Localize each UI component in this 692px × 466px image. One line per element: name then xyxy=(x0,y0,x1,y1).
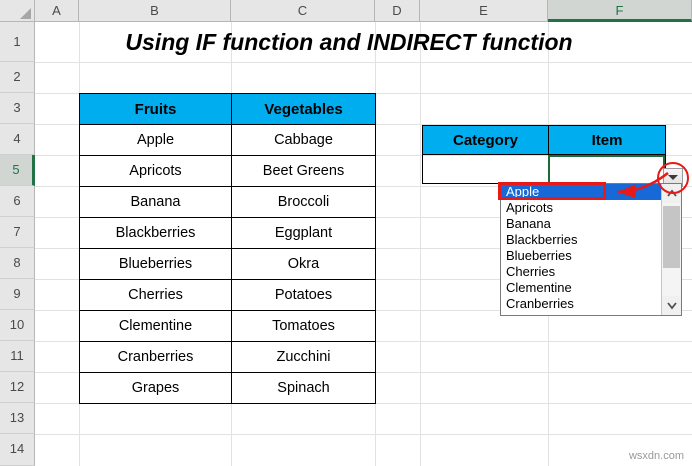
cell-fruit[interactable]: Apricots xyxy=(79,155,232,187)
select-all-triangle-icon xyxy=(20,8,31,19)
table-row[interactable]: Apricots Beet Greens xyxy=(79,155,376,187)
column-header-category: Category xyxy=(422,125,549,155)
column-header-d[interactable]: D xyxy=(375,0,420,22)
cell-vegetable[interactable]: Beet Greens xyxy=(231,155,376,187)
gridline-h xyxy=(35,62,692,63)
watermark: wsxdn.com xyxy=(628,450,684,462)
cell-vegetable[interactable]: Potatoes xyxy=(231,279,376,311)
lookup-value-row[interactable] xyxy=(422,154,666,184)
row-header-14[interactable]: 14 xyxy=(0,434,35,466)
table-row[interactable]: Cranberries Zucchini xyxy=(79,341,376,373)
column-header-b[interactable]: B xyxy=(79,0,231,22)
dropdown-option-apple[interactable]: Apple xyxy=(501,184,661,200)
column-header-f[interactable]: F xyxy=(548,0,692,22)
annotation-rectangle-apple xyxy=(498,182,606,200)
row-header-3[interactable]: 3 xyxy=(0,93,35,124)
select-all-button[interactable] xyxy=(0,0,35,22)
row-header-1[interactable]: 1 xyxy=(0,22,35,62)
cell-fruit[interactable]: Blackberries xyxy=(79,217,232,249)
dropdown-option-blackberries[interactable]: Blackberries xyxy=(506,232,578,247)
dropdown-options: Apple Apricots Banana Blackberries Blueb… xyxy=(501,184,661,315)
table-row[interactable]: Banana Broccoli xyxy=(79,186,376,218)
cell-vegetable[interactable]: Broccoli xyxy=(231,186,376,218)
page-title: Using IF function and INDIRECT function xyxy=(125,29,573,55)
row-header-11[interactable]: 11 xyxy=(0,341,35,372)
category-item-table: Category Item xyxy=(422,125,666,184)
column-header-fruits: Fruits xyxy=(79,93,232,125)
cell-fruit[interactable]: Blueberries xyxy=(79,248,232,280)
cell-fruit[interactable]: Apple xyxy=(79,124,232,156)
cell-vegetable[interactable]: Okra xyxy=(231,248,376,280)
table-row[interactable]: Blueberries Okra xyxy=(79,248,376,280)
row-header-8[interactable]: 8 xyxy=(0,248,35,279)
dropdown-option-clementine[interactable]: Clementine xyxy=(506,280,572,295)
dropdown-option-apricots[interactable]: Apricots xyxy=(506,200,553,215)
dropdown-option-blueberries[interactable]: Blueberries xyxy=(506,248,572,263)
row-header-4[interactable]: 4 xyxy=(0,124,35,155)
table-row[interactable]: Apple Cabbage xyxy=(79,124,376,156)
fruits-vegetables-table: Fruits Vegetables Apple Cabbage Apricots… xyxy=(79,93,376,404)
dropdown-option-banana[interactable]: Banana xyxy=(506,216,551,231)
gridline-h xyxy=(35,434,692,435)
row-header-13[interactable]: 13 xyxy=(0,403,35,434)
table-row[interactable]: Cherries Potatoes xyxy=(79,279,376,311)
row-header-6[interactable]: 6 xyxy=(0,186,35,217)
gridline-v xyxy=(420,22,421,466)
dropdown-scrollbar[interactable] xyxy=(661,184,681,315)
cell-category-value[interactable] xyxy=(422,154,549,184)
column-header-c[interactable]: C xyxy=(231,0,375,22)
column-header-a[interactable]: A xyxy=(35,0,79,22)
cell-fruit[interactable]: Clementine xyxy=(79,310,232,342)
table-row[interactable]: Clementine Tomatoes xyxy=(79,310,376,342)
cell-vegetable[interactable]: Spinach xyxy=(231,372,376,404)
cell-vegetable[interactable]: Cabbage xyxy=(231,124,376,156)
scrollbar-thumb[interactable] xyxy=(663,206,680,268)
row-header-10[interactable]: 10 xyxy=(0,310,35,341)
row-header-2[interactable]: 2 xyxy=(0,62,35,93)
cell-fruit[interactable]: Cherries xyxy=(79,279,232,311)
dropdown-option-cherries[interactable]: Cherries xyxy=(506,264,556,279)
dropdown-option-cranberries[interactable]: Cranberries xyxy=(506,296,574,311)
cell-fruit[interactable]: Banana xyxy=(79,186,232,218)
lookup-header-row: Category Item xyxy=(422,125,666,155)
cell-vegetable[interactable]: Zucchini xyxy=(231,341,376,373)
row-header-5[interactable]: 5 xyxy=(0,155,35,186)
table-row[interactable]: Blackberries Eggplant xyxy=(79,217,376,249)
gridline-h xyxy=(35,403,692,404)
table-row[interactable]: Grapes Spinach xyxy=(79,372,376,404)
cell-fruit[interactable]: Grapes xyxy=(79,372,232,404)
chevron-down-icon xyxy=(666,302,677,310)
dropdown-list[interactable]: Apple Apricots Banana Blackberries Blueb… xyxy=(500,183,682,316)
column-header-e[interactable]: E xyxy=(420,0,548,22)
row-header-12[interactable]: 12 xyxy=(0,372,35,403)
row-header-9[interactable]: 9 xyxy=(0,279,35,310)
cell-vegetable[interactable]: Eggplant xyxy=(231,217,376,249)
scroll-down-button[interactable] xyxy=(662,296,681,315)
column-header-item: Item xyxy=(548,125,666,155)
column-header-vegetables: Vegetables xyxy=(231,93,376,125)
cell-fruit[interactable]: Cranberries xyxy=(79,341,232,373)
cell-item-value[interactable] xyxy=(548,154,666,184)
gridline-v xyxy=(375,22,376,466)
row-header-7[interactable]: 7 xyxy=(0,217,35,248)
table-header-row: Fruits Vegetables xyxy=(79,93,376,125)
cell-vegetable[interactable]: Tomatoes xyxy=(231,310,376,342)
annotation-circle-dropdown xyxy=(657,162,689,194)
